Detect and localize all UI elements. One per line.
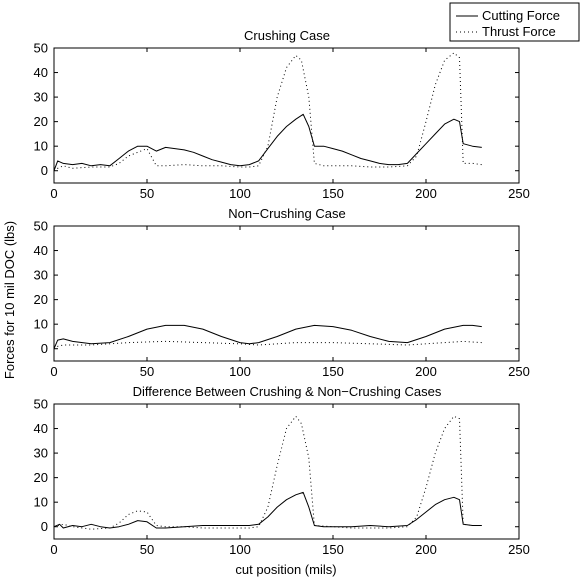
- panel-title: Difference Between Crushing & Non−Crushi…: [133, 384, 442, 399]
- x-tick-label: 200: [415, 186, 437, 201]
- plot-area: [53, 47, 520, 184]
- y-tick-label: 20: [34, 470, 48, 485]
- y-tick-label: 0: [41, 163, 48, 178]
- y-tick-label: 30: [34, 268, 48, 283]
- thrust-force-line: [53, 340, 482, 350]
- x-tick-label: 200: [415, 542, 437, 557]
- y-tick-label: 10: [34, 139, 48, 154]
- series-lines: [53, 324, 482, 350]
- y-tick-label: 40: [34, 421, 48, 436]
- y-axis-label: Forces for 10 mil DOC (lbs): [2, 221, 17, 379]
- x-tick-label: 100: [229, 542, 251, 557]
- panel-difference: Difference Between Crushing & Non−Crushi…: [34, 384, 530, 557]
- y-tick-label: 20: [34, 292, 48, 307]
- legend-label-cutting: Cutting Force: [482, 8, 560, 23]
- plot-area: [53, 403, 520, 540]
- series-lines: [53, 52, 482, 172]
- x-tick-label: 250: [508, 542, 530, 557]
- y-tick-label: 10: [34, 495, 48, 510]
- legend-box: [449, 2, 580, 42]
- x-tick-label: 150: [322, 542, 344, 557]
- axis-ticks: 0 50 100 150 200 250 0 10 20 30 40 50: [34, 219, 530, 380]
- y-tick-label: 0: [41, 519, 48, 534]
- x-tick-label: 150: [322, 364, 344, 379]
- axis-ticks: 0 50 100 150 200 250 0 10 20 30 40 50: [34, 41, 530, 202]
- y-tick-label: 50: [34, 397, 48, 412]
- x-axis-label: cut position (mils): [235, 562, 336, 577]
- y-tick-label: 30: [34, 90, 48, 105]
- axis-ticks: 0 50 100 150 200 250 0 10 20 30 40 50: [34, 397, 530, 558]
- y-tick-label: 10: [34, 317, 48, 332]
- x-tick-label: 200: [415, 364, 437, 379]
- y-tick-label: 0: [41, 341, 48, 356]
- x-tick-label: 100: [229, 186, 251, 201]
- x-tick-label: 0: [50, 364, 57, 379]
- x-tick-label: 50: [140, 364, 154, 379]
- legend: Cutting Force Thrust Force: [449, 2, 580, 42]
- plot-area: [53, 225, 520, 362]
- x-tick-label: 50: [140, 542, 154, 557]
- x-tick-label: 250: [508, 364, 530, 379]
- panel-title: Crushing Case: [244, 28, 330, 43]
- cutting-force-line: [53, 113, 482, 171]
- panel-non-crushing: Non−Crushing Case 0 50 100 150 200 250 0 10 20 30…: [34, 206, 530, 379]
- cutting-force-line: [53, 324, 482, 349]
- thrust-force-line: [53, 52, 482, 172]
- panel-title: Non−Crushing Case: [228, 206, 345, 221]
- y-tick-label: 50: [34, 219, 48, 234]
- y-tick-label: 20: [34, 114, 48, 129]
- x-tick-label: 150: [322, 186, 344, 201]
- x-tick-label: 0: [50, 186, 57, 201]
- x-tick-label: 0: [50, 542, 57, 557]
- y-tick-label: 30: [34, 446, 48, 461]
- cutting-force-line: [53, 491, 482, 529]
- x-tick-label: 100: [229, 364, 251, 379]
- x-tick-label: 250: [508, 186, 530, 201]
- legend-label-thrust: Thrust Force: [482, 24, 556, 39]
- y-tick-label: 40: [34, 65, 48, 80]
- panel-crushing: Crushing Case 0 50 100 150 200 250 0 10 20 30 40 50: [34, 28, 530, 201]
- series-lines: [53, 415, 482, 530]
- x-tick-label: 50: [140, 186, 154, 201]
- y-tick-label: 50: [34, 41, 48, 56]
- y-tick-label: 40: [34, 243, 48, 258]
